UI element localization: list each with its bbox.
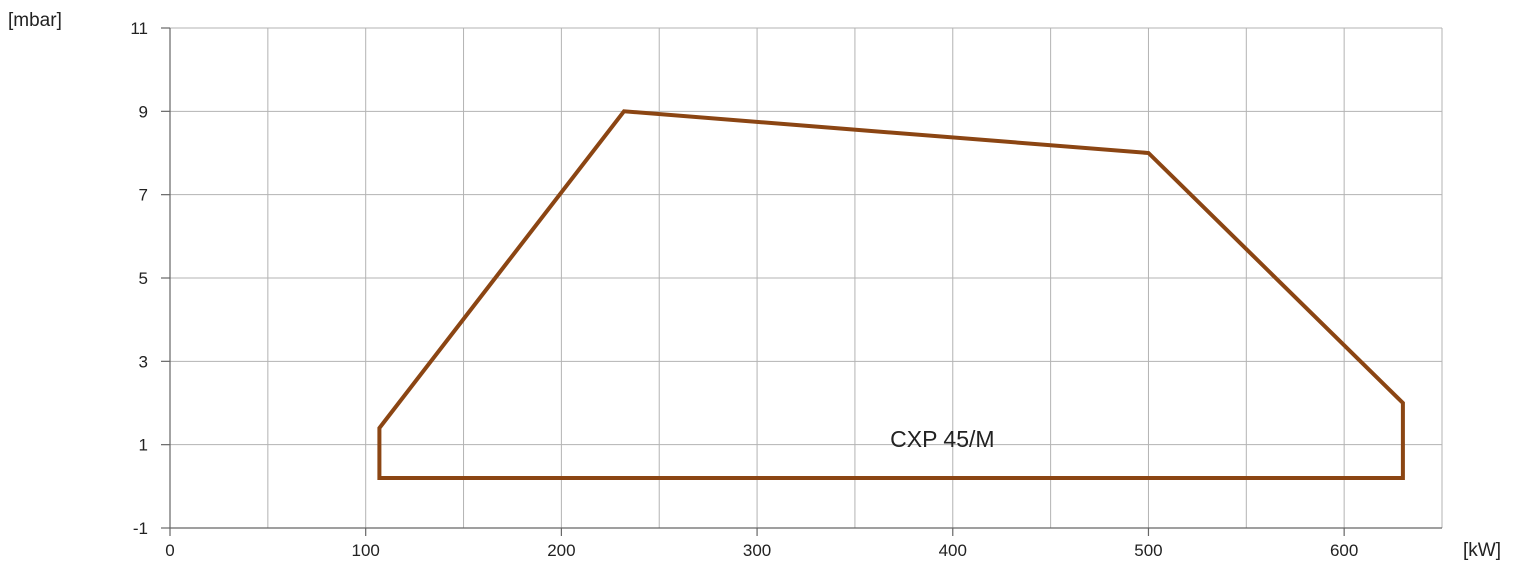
x-tick-label: 500	[1134, 541, 1162, 560]
x-tick-label: 100	[352, 541, 380, 560]
x-tick-label: 0	[165, 541, 174, 560]
y-tick-label: 7	[139, 186, 148, 205]
series-annotation-label: CXP 45/M	[890, 426, 994, 452]
x-tick-label: 400	[939, 541, 967, 560]
x-tick-label: 600	[1330, 541, 1358, 560]
y-tick-label: 3	[139, 352, 148, 371]
tick-labels: -1 1 3 5 7 9 11 0 100 200 300 400 500 600 CXP 45/M	[130, 19, 1358, 560]
x-tick-label: 200	[547, 541, 575, 560]
y-tick-label: 11	[130, 19, 148, 38]
axes	[161, 27, 1442, 536]
y-tick-label: 1	[139, 436, 148, 455]
series-outline	[377, 109, 1405, 480]
y-tick-label: 5	[139, 269, 148, 288]
x-tick-label: 300	[743, 541, 771, 560]
grid-lines	[170, 27, 1443, 528]
y-tick-label: 9	[139, 102, 148, 121]
x-axis-unit-label: [kW]	[1463, 540, 1501, 561]
y-axis-unit-label: [mbar]	[8, 10, 62, 31]
series-layer	[377, 109, 1405, 480]
y-tick-label: -1	[133, 519, 148, 538]
